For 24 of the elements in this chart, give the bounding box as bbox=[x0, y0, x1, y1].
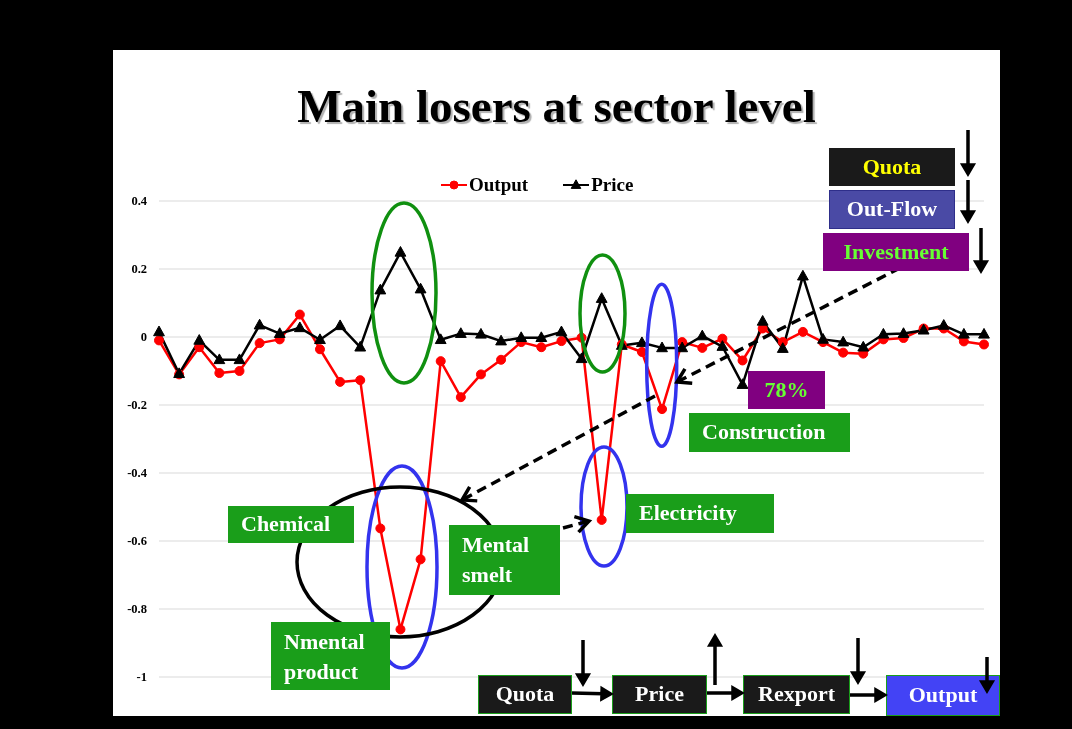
annotation: Construction bbox=[702, 419, 826, 444]
y-tick-label: -0.6 bbox=[127, 534, 147, 549]
y-tick-label: -0.4 bbox=[127, 466, 148, 481]
y-tick-label: 0.2 bbox=[131, 262, 147, 277]
annotation: 78% bbox=[764, 377, 809, 402]
text: Price bbox=[635, 681, 684, 706]
text: Output bbox=[908, 682, 978, 707]
y-tick-label: 0.4 bbox=[131, 194, 148, 209]
annotation: Electricity bbox=[639, 500, 737, 525]
text: Quota bbox=[495, 681, 555, 706]
annotation: Out-Flow bbox=[846, 196, 938, 221]
y-tick-label: -0.2 bbox=[127, 398, 147, 413]
annotation: Nmental product bbox=[284, 629, 365, 684]
annotation: Investment bbox=[843, 239, 949, 264]
annotation: Mental smelt bbox=[462, 532, 530, 587]
annotation: Chemical bbox=[241, 511, 331, 536]
legend-label: Output bbox=[469, 174, 529, 196]
y-tick-label: -0.8 bbox=[127, 602, 147, 617]
text: Quota bbox=[862, 154, 922, 179]
y-tick-label: 0 bbox=[140, 330, 147, 345]
legend-label: Price bbox=[591, 174, 634, 196]
chart-title: Main losers at sector level bbox=[296, 79, 817, 134]
y-tick-label: -1 bbox=[136, 670, 147, 685]
text: Rexport bbox=[758, 681, 835, 706]
